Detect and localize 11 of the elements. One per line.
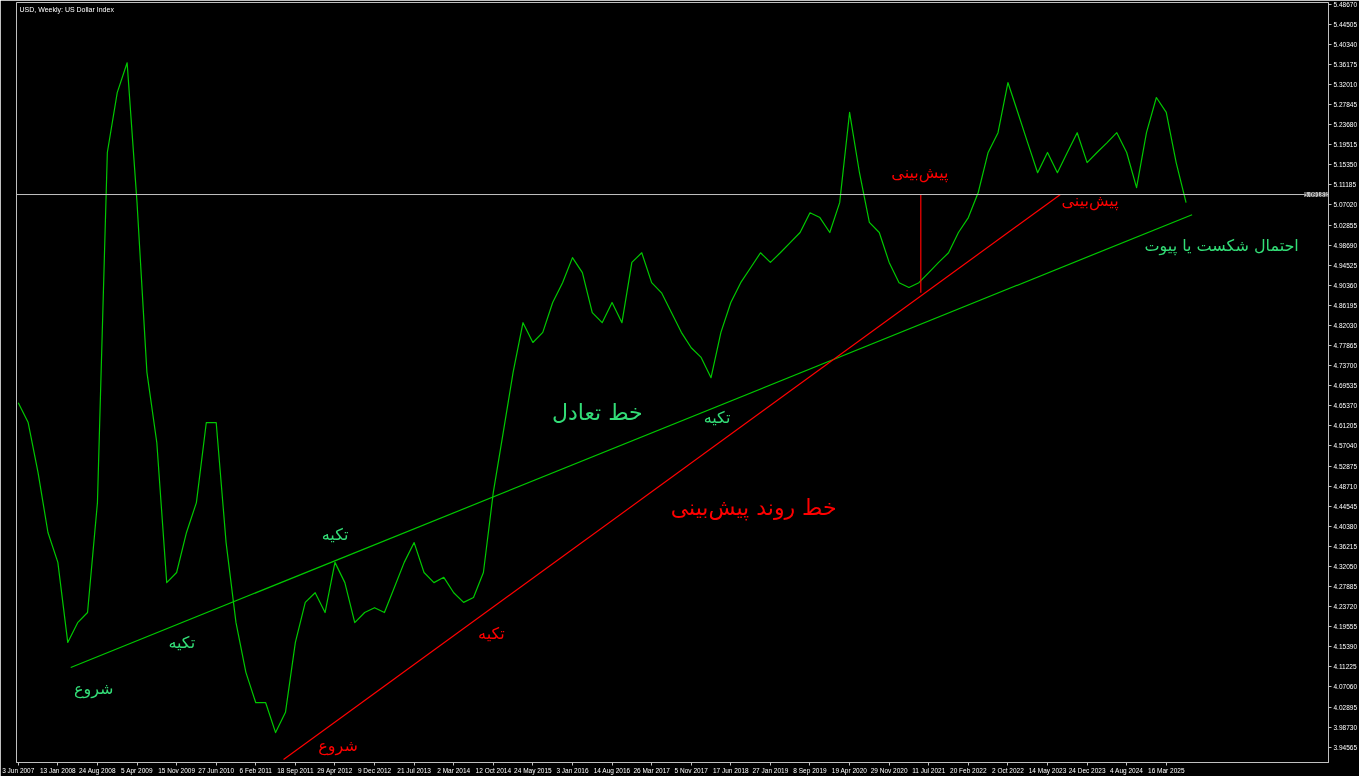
annotation: تکیه (478, 624, 505, 643)
annotation: شروع (73, 679, 114, 699)
annotation: تکیه (168, 633, 196, 652)
annotation: تکیه (703, 408, 731, 427)
annotation: شروع (318, 736, 358, 756)
annotation: پیش‌بینی (891, 163, 949, 183)
annotation: احتمال شکست یا پیوت (1144, 236, 1299, 256)
annotation: خط تعادل (551, 400, 643, 425)
annotation: خط روند پیش‌بینی (670, 495, 837, 521)
annotation: تکیه (321, 525, 349, 544)
annotation: پیش‌بینی (1061, 191, 1119, 211)
